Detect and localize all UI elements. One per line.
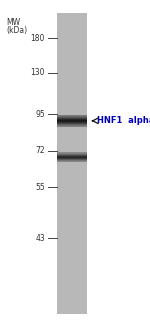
Text: 43: 43 bbox=[35, 234, 45, 243]
Text: Mouse liver: Mouse liver bbox=[64, 0, 103, 2]
Text: HNF1  alpha: HNF1 alpha bbox=[98, 116, 150, 125]
Bar bbox=[57, 13, 87, 314]
Text: 95: 95 bbox=[35, 110, 45, 119]
Text: MW: MW bbox=[6, 18, 20, 27]
Text: 180: 180 bbox=[31, 33, 45, 43]
Text: (kDa): (kDa) bbox=[6, 26, 27, 35]
Text: 130: 130 bbox=[30, 68, 45, 77]
Text: 72: 72 bbox=[35, 146, 45, 155]
Text: 55: 55 bbox=[35, 182, 45, 192]
